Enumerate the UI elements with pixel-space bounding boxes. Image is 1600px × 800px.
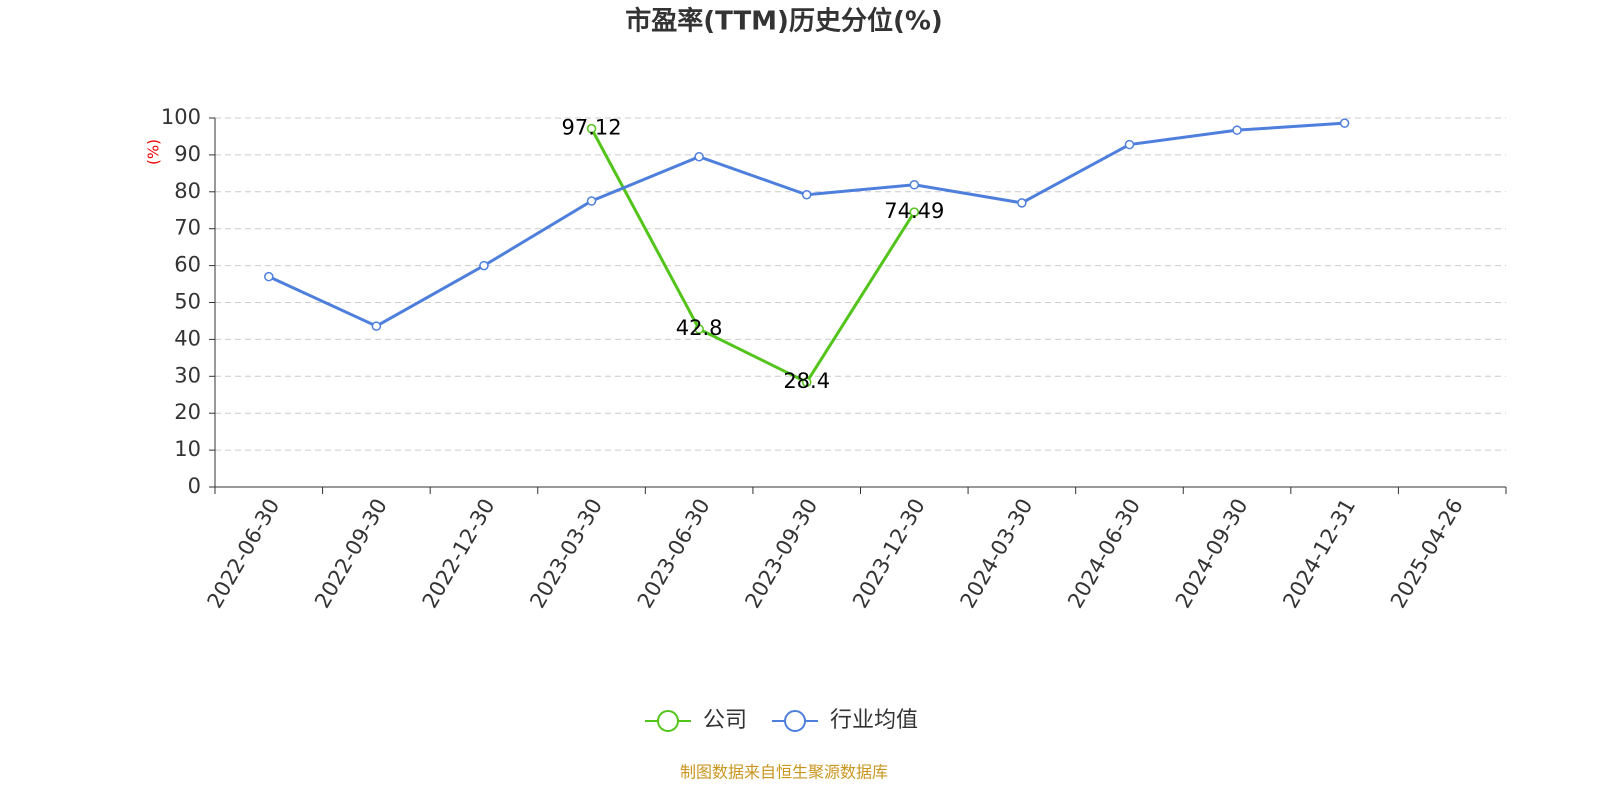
legend-marker — [784, 710, 806, 732]
data-point — [909, 207, 920, 217]
data-point — [694, 151, 704, 162]
series-line — [268, 121, 1345, 328]
data-label: 28.4 — [783, 369, 830, 393]
y-tick-label: 50 — [174, 290, 201, 314]
data-point — [371, 321, 382, 331]
data-point — [694, 324, 704, 334]
x-tick-label: 2024-09-30 — [1171, 495, 1253, 613]
data-point — [264, 271, 274, 282]
y-tick-label: 20 — [174, 400, 201, 424]
x-tick-label: 2023-12-30 — [848, 495, 930, 613]
y-tick-label: 70 — [174, 216, 201, 240]
chart-title: 市盈率(TTM)历史分位(%) — [625, 6, 943, 37]
x-tick-label: 2022-09-30 — [310, 495, 392, 613]
source-note: 制图数据来自恒生聚源数据库 — [680, 763, 888, 782]
x-tick-label: 2023-06-30 — [633, 495, 715, 613]
data-point — [586, 123, 597, 134]
x-tick-label: 2024-03-30 — [956, 495, 1038, 613]
data-point — [1124, 139, 1135, 150]
data-point — [801, 190, 812, 200]
y-tick-label: 90 — [174, 142, 201, 166]
series-line — [590, 127, 916, 385]
data-point — [586, 196, 597, 206]
x-tick-label: 2022-12-30 — [418, 495, 500, 613]
y-tick-label: 10 — [174, 437, 201, 461]
data-point — [1232, 125, 1242, 135]
x-tick-label: 2023-03-30 — [525, 495, 607, 613]
data-point — [1339, 118, 1350, 128]
legend-marker — [657, 710, 679, 732]
data-point — [1017, 198, 1027, 208]
x-tick-label: 2024-12-31 — [1278, 495, 1360, 613]
data-point — [479, 260, 489, 271]
data-point — [801, 377, 812, 387]
x-tick-label: 2023-09-30 — [740, 495, 822, 613]
x-tick-label: 2022-06-30 — [203, 495, 285, 613]
legend-label: 公司 — [703, 708, 747, 733]
y-tick-label: 30 — [174, 363, 201, 387]
data-label: 74.49 — [884, 199, 944, 223]
x-tick-label: 2024-06-30 — [1063, 495, 1145, 613]
y-axis-label: (%) — [145, 139, 163, 165]
data-point — [909, 180, 920, 190]
legend-label: 行业均值 — [830, 708, 918, 733]
data-label: 42.8 — [676, 316, 723, 340]
y-tick-label: 60 — [174, 253, 201, 277]
y-tick-label: 0 — [188, 474, 201, 498]
data-label: 97.12 — [561, 116, 621, 140]
x-tick-label: 2025-04-26 — [1386, 495, 1468, 613]
y-tick-label: 40 — [174, 326, 201, 350]
y-tick-label: 100 — [161, 105, 201, 129]
y-tick-label: 80 — [174, 179, 201, 203]
